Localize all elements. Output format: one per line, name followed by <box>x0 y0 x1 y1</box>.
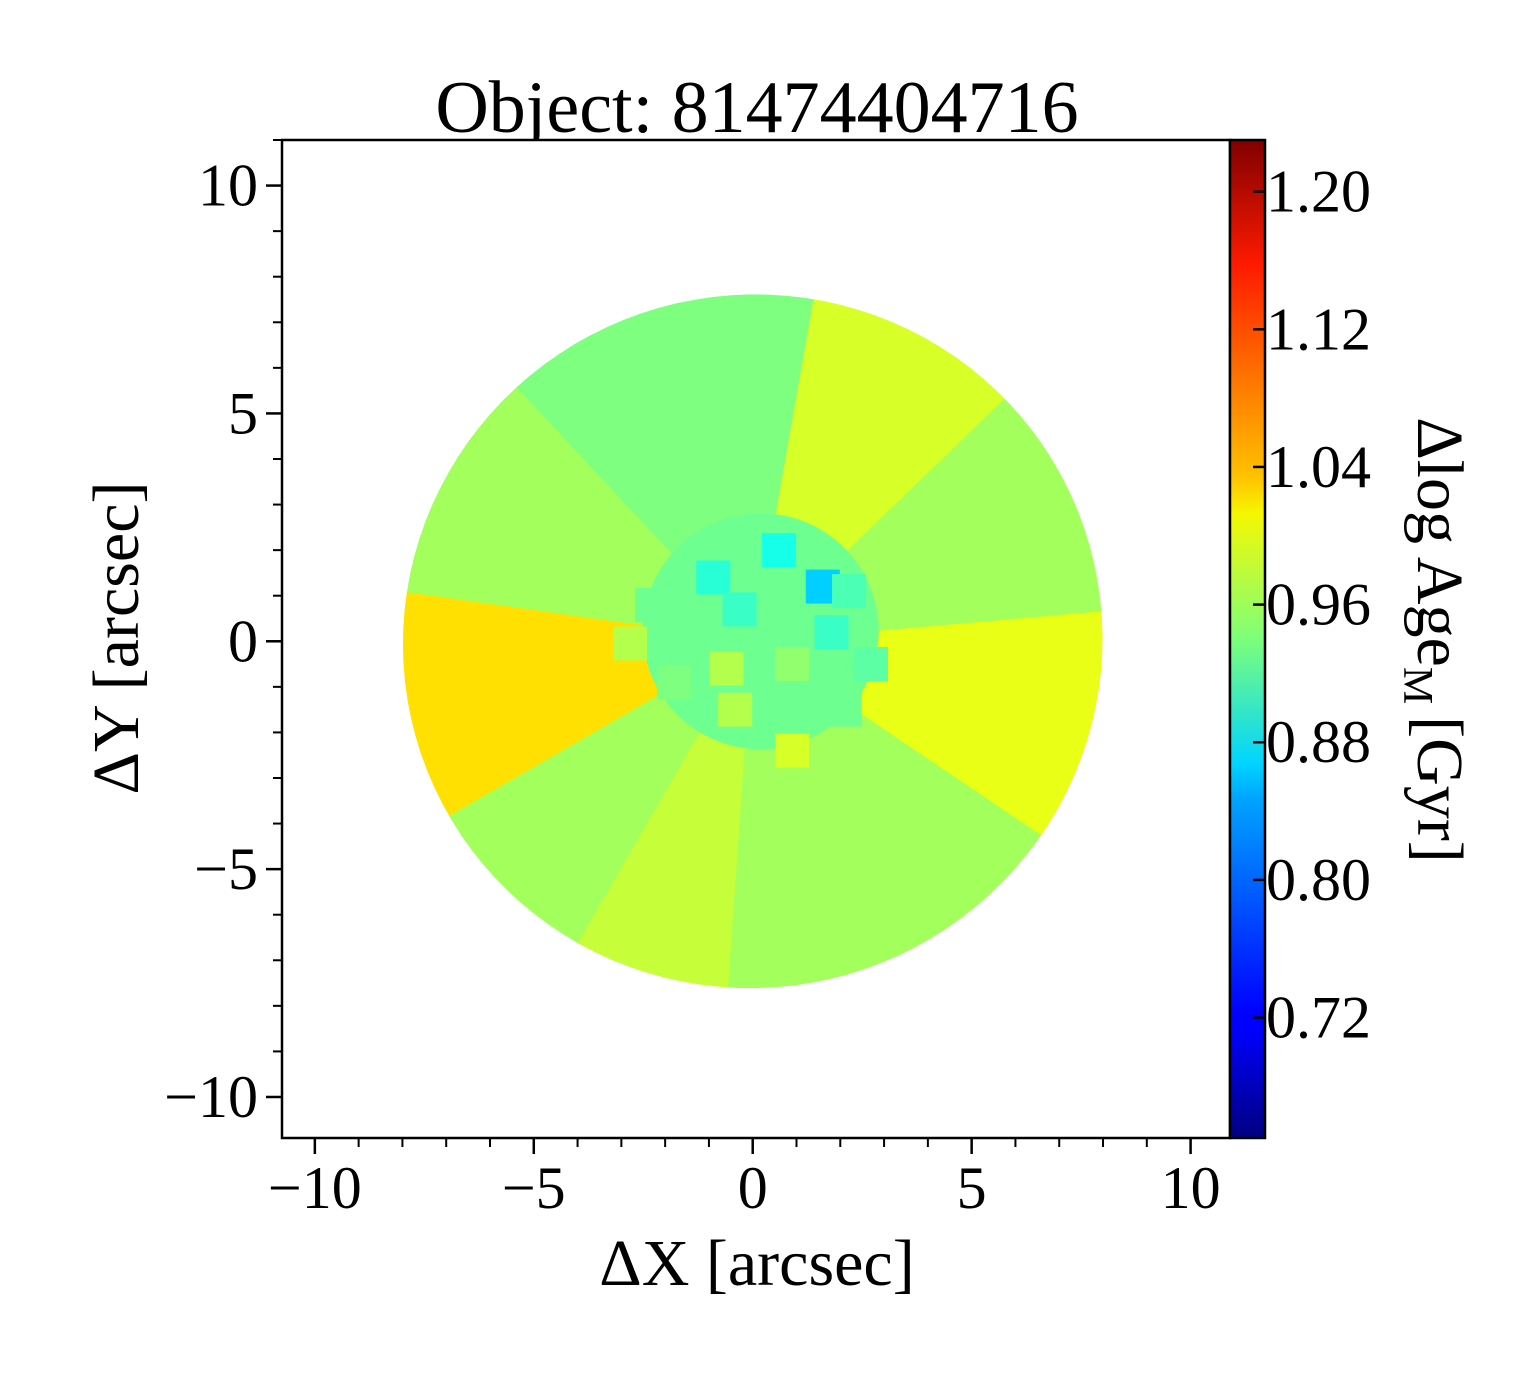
colorbar-label-main: Δlog Age <box>1403 417 1476 667</box>
colorbar-tick-label: 0.88 <box>1266 709 1371 775</box>
core-bin-8 <box>656 665 691 700</box>
colorbar: 1.20 1.12 1.04 0.96 0.88 0.80 0.72 Δlog AgeM [G… <box>1228 138 1476 1140</box>
x-axis: −10 −5 0 5 10 <box>268 1138 1221 1221</box>
colorbar-tick-label: 1.04 <box>1266 434 1371 500</box>
colorbar-tick-label: 0.80 <box>1266 847 1371 913</box>
core-bin-12 <box>775 733 810 768</box>
sector-bin-0 <box>751 579 1103 989</box>
plot-area: −10 −5 0 5 10 10 5 0 −5 −10 <box>164 138 1232 1221</box>
x-tick-label: −10 <box>268 1155 362 1221</box>
core-bin-14 <box>827 692 862 727</box>
sector-bin-5 <box>403 543 755 989</box>
core-bin-4 <box>814 615 849 650</box>
x-tick-label: 0 <box>738 1155 768 1221</box>
colorbar-ticks: 1.20 1.12 1.04 0.96 0.88 0.80 0.72 <box>1253 159 1371 1051</box>
y-tick-label: −5 <box>194 836 258 902</box>
colorbar-tick-label: 1.20 <box>1266 159 1371 225</box>
core-bin-9 <box>613 626 648 661</box>
x-axis-label: ΔX [arcsec] <box>599 1227 914 1300</box>
y-tick-label: 0 <box>228 608 258 674</box>
core-bin-3 <box>832 574 867 609</box>
core-bin-2 <box>696 560 731 595</box>
core-bin-11 <box>709 651 744 686</box>
x-tick-label: −5 <box>502 1155 566 1221</box>
core-bin-6 <box>722 592 757 627</box>
core-bin-7 <box>853 647 888 682</box>
core-bin-1 <box>761 533 796 568</box>
chart-title: Object: 81474404716 <box>435 67 1078 149</box>
y-tick-label: 10 <box>198 153 258 219</box>
sector-bin-7 <box>403 641 754 989</box>
y-axis: 10 5 0 −5 −10 <box>164 139 282 1130</box>
y-tick-label: 5 <box>228 380 258 446</box>
colorbar-label-subscript: M <box>1394 667 1440 704</box>
y-tick-label: −10 <box>164 1064 258 1130</box>
core-bin-10 <box>775 647 810 682</box>
colorbar-bar <box>1228 138 1267 1140</box>
y-axis-label: ΔY [arcsec] <box>80 482 153 795</box>
core-bin-13 <box>718 692 753 727</box>
core-bin-5 <box>635 587 670 622</box>
sector-bin-3 <box>403 294 875 643</box>
colorbar-tick-label: 1.12 <box>1266 296 1371 362</box>
colorbar-tick-label: 0.96 <box>1266 572 1371 638</box>
colorbar-tick-label: 0.72 <box>1266 985 1371 1051</box>
x-tick-label: 10 <box>1161 1155 1221 1221</box>
colorbar-label: Δlog AgeM [Gyr] <box>1394 417 1476 863</box>
x-tick-label: 5 <box>957 1155 987 1221</box>
sector-bin-8 <box>703 640 1103 989</box>
colorbar-label-unit: [Gyr] <box>1403 716 1476 863</box>
